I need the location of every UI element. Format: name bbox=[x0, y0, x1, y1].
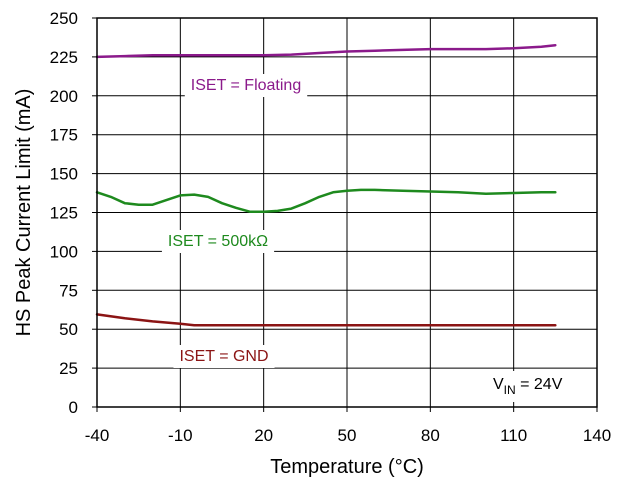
y-tick-label: 150 bbox=[50, 165, 78, 184]
y-tick-label: 225 bbox=[50, 48, 78, 67]
x-tick-label: 110 bbox=[500, 426, 527, 445]
y-tick-label: 250 bbox=[50, 9, 78, 28]
y-tick-label: 175 bbox=[50, 126, 78, 145]
gnd-label: ISET = GND bbox=[179, 348, 268, 365]
y-tick-label: 125 bbox=[50, 204, 78, 223]
x-tick-label: 80 bbox=[421, 426, 440, 445]
x-tick-label: 140 bbox=[583, 426, 611, 445]
floating-label-bg bbox=[184, 74, 308, 97]
y-tick-label: 200 bbox=[50, 87, 78, 106]
series-layer bbox=[95, 43, 557, 327]
y-tick-label: 50 bbox=[59, 320, 78, 339]
svg-text:VIN = 24V: VIN = 24V bbox=[493, 376, 563, 397]
x-axis-title: Temperature (°C) bbox=[270, 456, 424, 478]
x-tick-label: 20 bbox=[254, 426, 273, 445]
vin-base: V bbox=[493, 376, 504, 393]
gnd-label-bg bbox=[173, 345, 275, 368]
series-line-2 bbox=[95, 313, 557, 327]
series-line-1 bbox=[95, 188, 557, 213]
x-tick-label: -40 bbox=[85, 426, 110, 445]
vin-subscript: IN bbox=[504, 383, 516, 397]
annotation-layer: ISET = Floating ISET = 500kΩ ISET = GND bbox=[161, 74, 308, 368]
500k-label: ISET = 500kΩ bbox=[168, 233, 268, 250]
x-tick-label: 50 bbox=[338, 426, 357, 445]
y-axis-title: HS Peak Current Limit (mA) bbox=[13, 89, 35, 337]
500k-label-bg bbox=[161, 230, 275, 253]
floating-label: ISET = Floating bbox=[191, 77, 301, 94]
tick-labels: -40 -10 20 50 80 110 140 0 25 50 75 100 125 150 175 200… bbox=[50, 9, 612, 445]
y-tick-label: 75 bbox=[59, 281, 78, 300]
ticks bbox=[92, 17, 598, 412]
grid bbox=[97, 18, 597, 407]
x-tick-label: -10 bbox=[168, 426, 193, 445]
y-tick-label: 100 bbox=[50, 242, 78, 261]
series-line-0 bbox=[95, 43, 557, 59]
vin-condition-label: VIN = 24V bbox=[485, 371, 571, 402]
y-tick-label: 0 bbox=[69, 398, 78, 417]
y-tick-label: 25 bbox=[59, 359, 78, 378]
vin-value: = 24V bbox=[516, 376, 563, 393]
